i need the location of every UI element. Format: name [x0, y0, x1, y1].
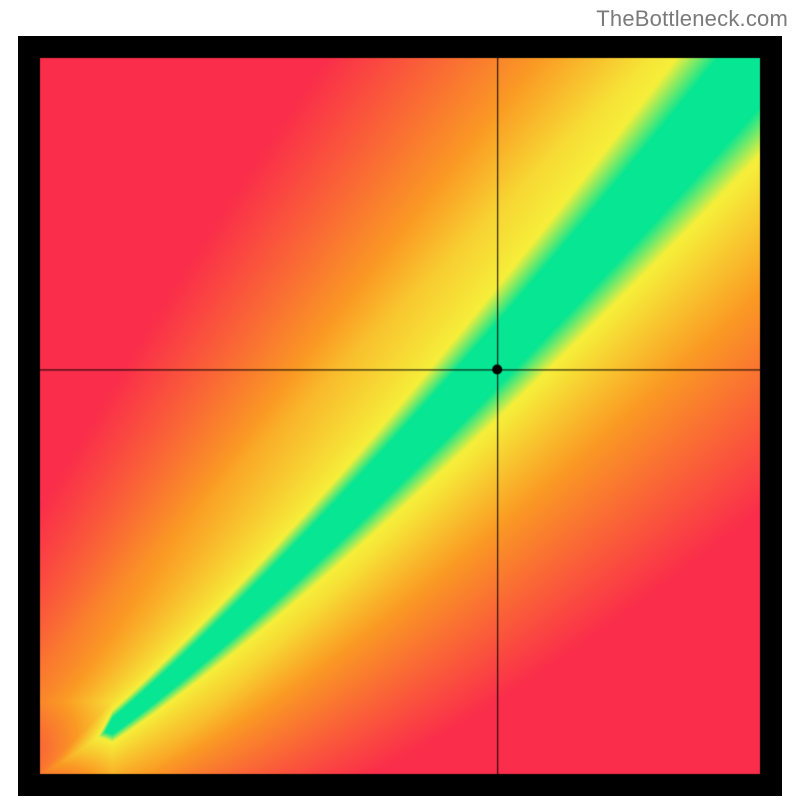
plot-border	[18, 36, 782, 796]
figure-root: TheBottleneck.com	[0, 0, 800, 800]
bottleneck-heatmap	[18, 36, 782, 796]
watermark-text: TheBottleneck.com	[596, 6, 788, 32]
